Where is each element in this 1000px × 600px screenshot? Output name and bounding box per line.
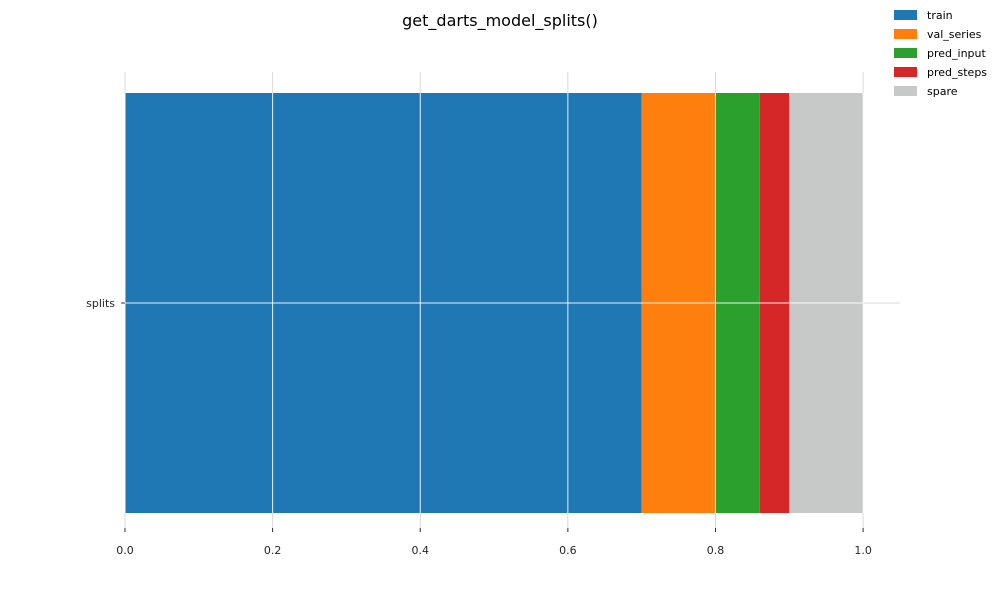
y-axis: splits bbox=[86, 297, 125, 310]
legend-label: pred_input bbox=[927, 47, 986, 60]
chart-title: get_darts_model_splits() bbox=[402, 11, 598, 31]
x-tick-label: 1.0 bbox=[854, 544, 872, 557]
legend-label: spare bbox=[927, 85, 958, 98]
x-tick-label: 0.0 bbox=[116, 544, 134, 557]
x-tick-label: 0.2 bbox=[264, 544, 282, 557]
x-tick-label: 0.6 bbox=[559, 544, 577, 557]
legend-label: val_series bbox=[927, 28, 982, 41]
legend-label: pred_steps bbox=[927, 66, 987, 79]
legend-swatch bbox=[894, 29, 917, 39]
legend-swatch bbox=[894, 67, 917, 77]
legend-swatch bbox=[894, 86, 917, 96]
legend-label: train bbox=[927, 9, 953, 22]
legend-swatch bbox=[894, 10, 917, 20]
x-tick-label: 0.4 bbox=[411, 544, 429, 557]
y-tick-label: splits bbox=[86, 297, 115, 310]
x-axis: 0.0 0.2 0.4 0.6 0.8 1.0 bbox=[116, 528, 872, 557]
legend-swatch bbox=[894, 48, 917, 58]
grid-overlay bbox=[124, 93, 864, 513]
x-tick-label: 0.8 bbox=[707, 544, 725, 557]
